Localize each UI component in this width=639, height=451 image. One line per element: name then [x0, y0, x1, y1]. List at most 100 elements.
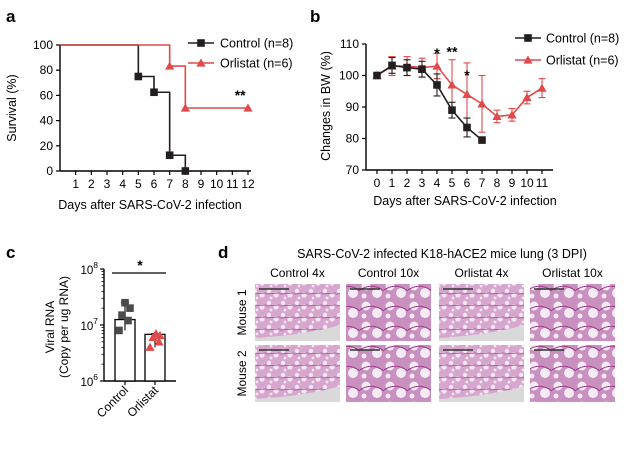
- panel-a-legend-label: Control (n=8): [220, 37, 293, 51]
- panel-c-data-point: [115, 326, 123, 335]
- panel-a-ylabel: Survival (%): [5, 74, 19, 141]
- panel-c-y-tick-label: 108: [80, 260, 98, 277]
- panel-c-data-point: [121, 298, 129, 307]
- panel-d-histology-image: [346, 284, 431, 341]
- panel-b-y-tick-label: 100: [339, 69, 359, 83]
- panel-b-data-point: [462, 89, 472, 98]
- panel-c-y-tick-label: 106: [80, 372, 98, 389]
- panel-c-data-point: [118, 311, 126, 319]
- panel-label-c: c: [6, 243, 15, 262]
- panel-b-data-point: [522, 92, 532, 102]
- panel-d-slide-background: [255, 325, 340, 341]
- panel-b-data-point: [447, 80, 457, 89]
- panel-b-data-point: [433, 81, 441, 89]
- panel-c-ylabel-line1: Viral RNA: [43, 301, 57, 353]
- panel-a-y-tick-label: 40: [40, 114, 54, 128]
- panel-b-data-point: [507, 110, 517, 119]
- panel-b-x-tick-label: 7: [479, 176, 486, 190]
- panel-c-ylabel-line2: (Copy per ug RNA): [57, 276, 71, 378]
- panel-c-data-point: [124, 316, 132, 325]
- panel-b-x-tick-label: 2: [404, 176, 411, 190]
- panel-b-data-point: [403, 63, 411, 72]
- panel-a-x-tick-label: 11: [226, 177, 239, 191]
- panel-a-y-tick-label: 60: [40, 88, 54, 102]
- panel-b-y-tick-label: 90: [346, 100, 360, 114]
- panel-d-slide-background: [255, 386, 340, 402]
- panel-a-y-tick-label: 100: [33, 38, 53, 52]
- panel-a-legend-marker: [197, 39, 205, 47]
- panel-b-y-tick-label: 80: [346, 132, 360, 146]
- panel-d-histology-image: [530, 345, 615, 402]
- panel-a-series-line: [60, 44, 248, 109]
- panel-b-x-tick-label: 0: [374, 176, 381, 190]
- panel-b-y-tick-label: 70: [346, 163, 360, 177]
- panel-a-x-tick-label: 5: [135, 177, 142, 191]
- panel-c-significance: *: [137, 257, 143, 273]
- panel-a-x-tick-label: 1: [72, 177, 79, 191]
- panel-b-x-tick-label: 8: [494, 176, 501, 190]
- panel-a-legend-label: Orlistat (n=6): [220, 57, 293, 71]
- panel-b-y-tick-label: 110: [340, 37, 359, 51]
- panel-c-data-point: [126, 304, 134, 312]
- panel-a-data-point: [150, 88, 158, 97]
- panel-d-row-label: Mouse 2: [235, 350, 249, 396]
- panel-b-x-tick-label: 5: [449, 176, 456, 190]
- panel-b-x-tick-label: 10: [520, 176, 534, 190]
- panel-b-data-point: [418, 65, 426, 73]
- panel-d-row-label: Mouse 1: [235, 289, 249, 335]
- panel-a-x-tick-label: 6: [151, 177, 158, 191]
- panel-b-x-tick-label: 6: [464, 176, 471, 190]
- panel-a-significance: **: [235, 87, 246, 103]
- panel-b-data-point: [478, 136, 486, 144]
- panel-d-column-label: Orlistat 4x: [454, 266, 508, 280]
- panel-a-legend-marker: [196, 58, 206, 67]
- panel-d-histology-image: [346, 345, 431, 402]
- panel-c-y-tick-label: 107: [80, 316, 98, 333]
- panel-a-x-tick-label: 10: [210, 177, 224, 191]
- panel-b-data-point: [373, 71, 381, 80]
- panel-b-ylabel: Changes in BW (%): [319, 51, 333, 161]
- panel-a-x-tick-label: 3: [104, 177, 111, 191]
- panel-b-x-tick-label: 3: [419, 176, 426, 190]
- panel-a-data-point: [134, 72, 143, 81]
- panel-b-bodyweight-chart: 70 80 90 100 110 0 1 2 3 4 5 6 7 8 9 10 11 Control (n=8)…: [319, 32, 619, 209]
- panel-a-data-point: [165, 61, 175, 70]
- panel-d-histology: SARS-CoV-2 infected K18-hACE2 mice lung …: [235, 247, 615, 402]
- panel-label-d: d: [218, 243, 228, 262]
- panel-label-b: b: [310, 7, 320, 26]
- panel-d-slide-background: [439, 325, 524, 341]
- panel-b-legend-label: Control (n=8): [546, 32, 619, 46]
- panel-b-data-point: [537, 83, 547, 92]
- panel-a-data-point: [243, 103, 253, 112]
- panel-a-x-tick-label: 12: [241, 177, 255, 191]
- panel-d-slide-background: [439, 386, 524, 402]
- panel-b-x-tick-label: 11: [536, 176, 549, 190]
- panel-a-x-tick-label: 9: [198, 177, 205, 191]
- panel-b-data-point: [448, 106, 456, 114]
- panel-b-data-point: [477, 99, 487, 108]
- panel-a-y-tick-label: 80: [40, 63, 54, 77]
- panel-b-significance: *: [434, 45, 440, 61]
- panel-a-data-point: [181, 167, 190, 175]
- panel-c-x-tick-label: Control: [94, 383, 131, 420]
- panel-b-data-point: [463, 123, 471, 132]
- panel-b-xlabel: Days after SARS-CoV-2 infection: [373, 194, 556, 208]
- panel-b-legend-marker: [524, 34, 532, 42]
- panel-d-column-label: Control 10x: [358, 266, 419, 280]
- panel-a-y-tick-label: 0: [46, 164, 53, 178]
- panel-b-data-point: [492, 111, 502, 121]
- panel-label-a: a: [6, 7, 16, 26]
- panel-b-series-line: [376, 65, 543, 118]
- panel-b-significance: *: [464, 67, 470, 83]
- panel-a-x-tick-label: 7: [166, 177, 173, 191]
- panel-a-x-tick-label: 8: [182, 177, 189, 191]
- panel-c-data-point: [145, 342, 155, 351]
- panel-a-data-point: [165, 151, 174, 160]
- panel-b-data-point: [388, 61, 396, 70]
- panel-c-x-tick-label: Orlistat: [124, 383, 161, 420]
- panel-b-legend-marker: [523, 55, 533, 64]
- panel-c-data-point: [151, 329, 161, 338]
- panel-d-column-label: Control 4x: [270, 266, 325, 280]
